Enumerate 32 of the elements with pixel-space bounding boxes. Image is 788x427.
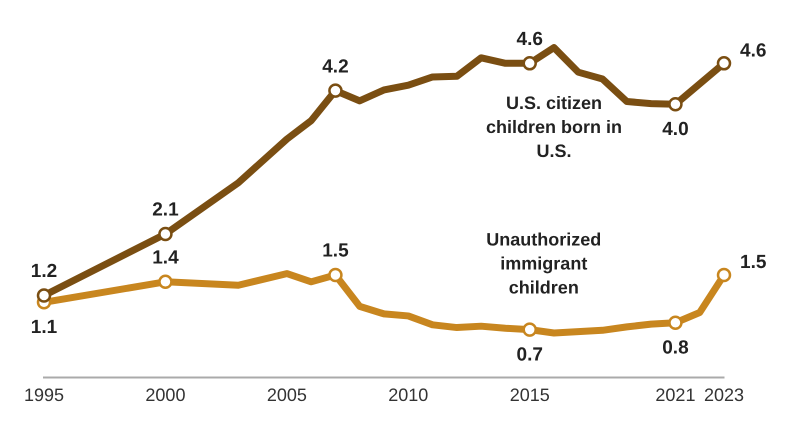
point xyxy=(36,288,52,303)
data-label: 1.4 xyxy=(152,248,180,269)
x-tick-label: 1995 xyxy=(24,385,64,406)
point xyxy=(668,97,683,112)
point xyxy=(328,268,343,282)
point xyxy=(158,226,173,242)
data-label: 1.1 xyxy=(30,317,58,338)
series-label: U.S. citizen children born in U.S. xyxy=(486,93,622,162)
x-tick-label: 2010 xyxy=(388,385,428,406)
point xyxy=(158,274,173,290)
data-label: 0.7 xyxy=(516,344,543,366)
x-tick-label: 2000 xyxy=(145,385,186,406)
point xyxy=(522,322,537,337)
point xyxy=(522,56,537,71)
data-label: 1.5 xyxy=(740,252,767,274)
data-label: 4.6 xyxy=(740,40,766,62)
data-label: 0.8 xyxy=(662,338,689,359)
data-label: 1.5 xyxy=(322,240,350,262)
x-tick-label: 2005 xyxy=(266,385,307,406)
data-label: 2.1 xyxy=(152,200,180,221)
data-label: 4.0 xyxy=(662,119,689,140)
x-tick-label: 2015 xyxy=(510,385,550,406)
x-tick-label: 2023 xyxy=(704,385,744,406)
series-label: Unauthorized immigrant children xyxy=(486,230,602,298)
point xyxy=(716,268,732,282)
data-label: 4.2 xyxy=(322,56,349,78)
point xyxy=(716,56,732,71)
data-label: 4.6 xyxy=(516,29,543,50)
point xyxy=(668,316,683,330)
x-tick-label: 2021 xyxy=(655,385,696,406)
point xyxy=(328,83,343,98)
data-label: 1.2 xyxy=(30,261,58,282)
